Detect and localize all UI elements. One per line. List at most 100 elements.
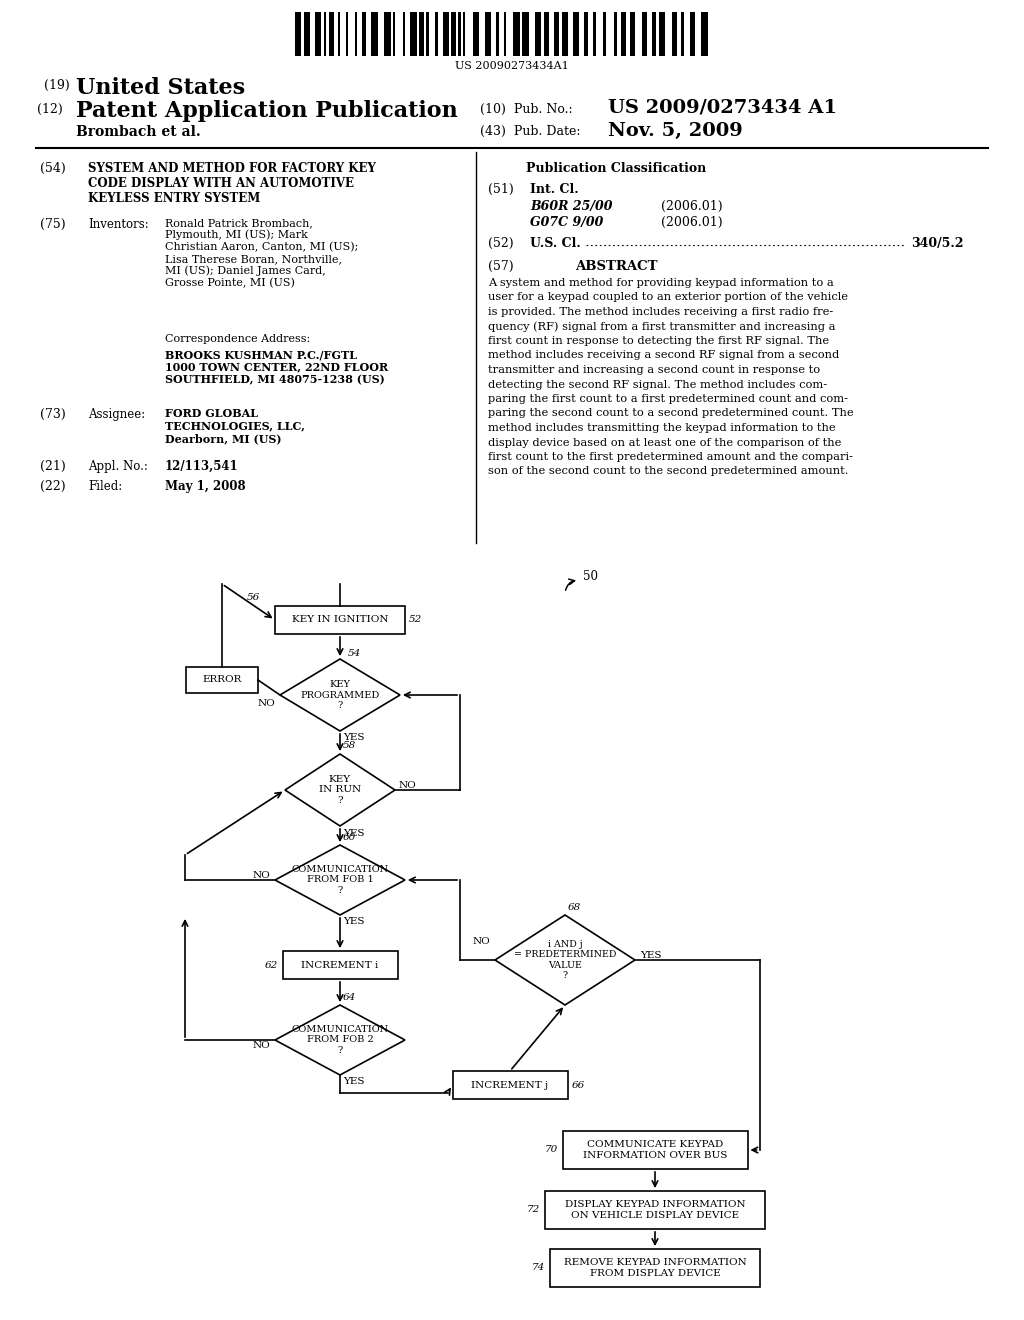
Text: United States: United States <box>76 77 245 99</box>
FancyBboxPatch shape <box>536 12 541 55</box>
FancyBboxPatch shape <box>473 12 479 55</box>
Text: B60R 25/00: B60R 25/00 <box>530 201 612 213</box>
Text: (2006.01): (2006.01) <box>662 201 723 213</box>
Text: (22): (22) <box>40 480 66 492</box>
Text: COMMUNICATION
FROM FOB 2
?: COMMUNICATION FROM FOB 2 ? <box>292 1026 388 1055</box>
Text: Inventors:: Inventors: <box>88 218 148 231</box>
FancyBboxPatch shape <box>372 12 378 55</box>
FancyBboxPatch shape <box>681 12 684 55</box>
FancyBboxPatch shape <box>338 12 340 55</box>
FancyBboxPatch shape <box>562 12 567 55</box>
FancyBboxPatch shape <box>451 12 456 55</box>
FancyBboxPatch shape <box>550 1249 760 1287</box>
Text: 50: 50 <box>583 570 598 583</box>
FancyBboxPatch shape <box>283 950 397 979</box>
FancyBboxPatch shape <box>402 12 404 55</box>
FancyBboxPatch shape <box>186 667 258 693</box>
Text: May 1, 2008: May 1, 2008 <box>165 480 246 492</box>
Text: (52): (52) <box>488 238 514 249</box>
Text: YES: YES <box>343 917 365 927</box>
Text: (10)  Pub. No.:: (10) Pub. No.: <box>480 103 572 116</box>
Text: YES: YES <box>343 1077 365 1086</box>
FancyBboxPatch shape <box>658 12 665 55</box>
FancyBboxPatch shape <box>453 1071 567 1100</box>
FancyBboxPatch shape <box>435 12 438 55</box>
Text: 72: 72 <box>526 1205 540 1214</box>
Text: US 20090273434A1: US 20090273434A1 <box>455 61 569 71</box>
FancyBboxPatch shape <box>672 12 678 55</box>
FancyBboxPatch shape <box>513 12 519 55</box>
Text: Ronald Patrick Brombach,
Plymouth, MI (US); Mark
Christian Aaron, Canton, MI (US: Ronald Patrick Brombach, Plymouth, MI (U… <box>165 218 358 288</box>
Text: 340/5.2: 340/5.2 <box>911 238 964 249</box>
FancyBboxPatch shape <box>314 12 322 55</box>
Text: (51): (51) <box>488 183 514 195</box>
Text: ABSTRACT: ABSTRACT <box>574 260 657 273</box>
Text: 62: 62 <box>264 961 278 969</box>
FancyBboxPatch shape <box>496 12 499 55</box>
Text: 66: 66 <box>571 1081 585 1089</box>
Text: (21): (21) <box>40 459 66 473</box>
Text: 54: 54 <box>348 648 361 657</box>
Text: G07C 9/00: G07C 9/00 <box>530 216 603 228</box>
Text: Publication Classification: Publication Classification <box>526 162 707 176</box>
Polygon shape <box>275 1005 406 1074</box>
Text: Appl. No.:: Appl. No.: <box>88 459 147 473</box>
Text: KEY IN IGNITION: KEY IN IGNITION <box>292 615 388 624</box>
FancyBboxPatch shape <box>603 12 606 55</box>
Text: (43)  Pub. Date:: (43) Pub. Date: <box>480 125 581 139</box>
FancyBboxPatch shape <box>701 12 708 55</box>
Text: KEY
PROGRAMMED
?: KEY PROGRAMMED ? <box>300 680 380 710</box>
Text: user for a keypad coupled to an exterior portion of the vehicle: user for a keypad coupled to an exterior… <box>488 293 848 302</box>
Text: Filed:: Filed: <box>88 480 122 492</box>
FancyBboxPatch shape <box>631 12 635 55</box>
Text: COMMUNICATION
FROM FOB 1
?: COMMUNICATION FROM FOB 1 ? <box>292 865 388 895</box>
FancyBboxPatch shape <box>545 1191 765 1229</box>
Text: INCREMENT j: INCREMENT j <box>471 1081 549 1089</box>
Text: NO: NO <box>252 1041 270 1051</box>
Text: 74: 74 <box>531 1263 545 1272</box>
Text: A system and method for providing keypad information to a: A system and method for providing keypad… <box>488 279 834 288</box>
Text: paring the second count to a second predetermined count. The: paring the second count to a second pred… <box>488 408 854 418</box>
Text: FORD GLOBAL
TECHNOLOGIES, LLC,
Dearborn, MI (US): FORD GLOBAL TECHNOLOGIES, LLC, Dearborn,… <box>165 408 305 445</box>
FancyBboxPatch shape <box>652 12 656 55</box>
Text: method includes transmitting the keypad information to the: method includes transmitting the keypad … <box>488 422 836 433</box>
Text: NO: NO <box>257 698 275 708</box>
Text: Assignee:: Assignee: <box>88 408 145 421</box>
Text: (54): (54) <box>40 162 66 176</box>
Polygon shape <box>275 845 406 915</box>
FancyBboxPatch shape <box>426 12 429 55</box>
FancyBboxPatch shape <box>585 12 588 55</box>
Text: U.S. Cl.: U.S. Cl. <box>530 238 581 249</box>
Text: 64: 64 <box>343 994 356 1002</box>
FancyBboxPatch shape <box>613 12 616 55</box>
FancyBboxPatch shape <box>420 12 424 55</box>
Text: BROOKS KUSHMAN P.C./FGTL
1000 TOWN CENTER, 22ND FLOOR
SOUTHFIELD, MI 48075-1238 : BROOKS KUSHMAN P.C./FGTL 1000 TOWN CENTE… <box>165 348 388 385</box>
FancyBboxPatch shape <box>325 12 327 55</box>
Text: paring the first count to a first predetermined count and com-: paring the first count to a first predet… <box>488 393 848 404</box>
Text: method includes receiving a second RF signal from a second: method includes receiving a second RF si… <box>488 351 840 360</box>
Text: 70: 70 <box>544 1146 557 1155</box>
FancyBboxPatch shape <box>544 12 549 55</box>
Text: (75): (75) <box>40 218 66 231</box>
FancyBboxPatch shape <box>410 12 417 55</box>
Text: Brombach et al.: Brombach et al. <box>76 125 201 139</box>
Polygon shape <box>280 659 400 731</box>
FancyBboxPatch shape <box>504 12 506 55</box>
FancyBboxPatch shape <box>275 606 406 634</box>
Text: display device based on at least one of the comparison of the: display device based on at least one of … <box>488 437 842 447</box>
Text: US 2009/0273434 A1: US 2009/0273434 A1 <box>608 99 838 117</box>
Text: (19): (19) <box>44 79 70 92</box>
FancyBboxPatch shape <box>562 1131 748 1170</box>
FancyBboxPatch shape <box>554 12 559 55</box>
FancyBboxPatch shape <box>463 12 465 55</box>
Text: NO: NO <box>399 781 417 791</box>
Text: (12): (12) <box>37 103 62 116</box>
FancyBboxPatch shape <box>354 12 356 55</box>
Text: Correspondence Address:: Correspondence Address: <box>165 334 310 345</box>
Polygon shape <box>285 754 395 826</box>
Text: INCREMENT i: INCREMENT i <box>301 961 379 969</box>
Text: 58: 58 <box>343 742 356 751</box>
Polygon shape <box>495 915 635 1005</box>
Text: 56: 56 <box>247 594 260 602</box>
Text: DISPLAY KEYPAD INFORMATION
ON VEHICLE DISPLAY DEVICE: DISPLAY KEYPAD INFORMATION ON VEHICLE DI… <box>564 1200 745 1220</box>
